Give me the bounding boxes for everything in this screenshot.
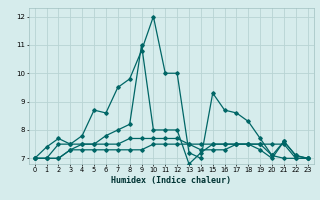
X-axis label: Humidex (Indice chaleur): Humidex (Indice chaleur) [111,176,231,185]
